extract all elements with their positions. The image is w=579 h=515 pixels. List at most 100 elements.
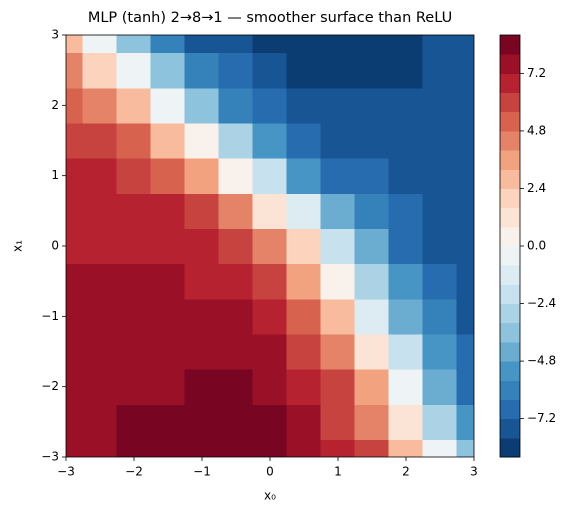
contour-cell [422,368,458,405]
contour-cell [320,192,356,229]
contour-cell [184,227,220,265]
contour-cell [82,157,118,194]
contour-cell [150,333,186,370]
contour-cell [286,438,322,457]
contour-cell [116,227,152,265]
contour-cell [286,192,322,229]
contour-field [66,35,474,457]
contour-cell [286,122,322,159]
contour-cell [150,87,186,124]
contour-cell [184,403,220,440]
contour-cell [218,192,254,229]
contour-cell [320,438,356,457]
contour-cell [354,438,390,457]
contour-cell [320,403,356,440]
contour-cell [184,368,220,405]
contour-cell [354,52,390,89]
colorbar-band [500,226,520,247]
colorbar-band [500,111,520,132]
contour-cell [116,438,152,457]
contour-cell [150,263,186,300]
contour-cell [456,403,474,440]
y-tick-label: −2 [41,379,59,393]
contour-cell [218,298,254,335]
contour-cell [252,192,288,229]
contour-cell [388,438,424,457]
contour-cell [150,298,186,335]
contour-cell [388,227,424,265]
contour-cell [320,368,356,405]
contour-cell [456,368,474,405]
colorbar-band [500,380,520,400]
contour-cell [184,333,220,370]
contour-cell [422,87,458,124]
contour-cell [252,157,288,194]
contour-cell [150,52,186,89]
contour-cell [66,227,84,265]
colorbar-tick-label: −7.2 [527,411,556,425]
contour-cell [218,368,254,405]
contour-cell [286,333,322,370]
contour-cell [184,87,220,124]
contour-cell [116,35,152,54]
contour-cell [252,52,288,89]
colorbar-band [500,35,520,55]
contour-cell [150,438,186,457]
contour-cell [286,157,322,194]
contour-cell [116,298,152,335]
contour-cell [388,122,424,159]
contour-cell [286,263,322,300]
colorbar-band [500,73,520,94]
contour-cell [286,368,322,405]
contour-cell [218,333,254,370]
contour-cell [422,227,458,265]
contour-cell [354,263,390,300]
contour-cell [286,403,322,440]
contour-cell [82,227,118,265]
x-tick-label: 1 [334,465,342,479]
contour-cell [388,192,424,229]
contour-cell [354,227,390,265]
colorbar-band [500,207,520,228]
contour-cell [286,52,322,89]
y-tick-label: 0 [51,239,59,253]
contour-cell [388,333,424,370]
contour-cell [354,87,390,124]
colorbar-band [500,399,520,420]
x-tick-label: −2 [125,465,143,479]
colorbar-band [500,437,520,458]
contour-cell [252,122,288,159]
contour-cell [66,438,84,457]
contour-cell [82,298,118,335]
contour-cell [218,227,254,265]
colorbar-band [500,169,520,189]
contour-cell [116,403,152,440]
contour-cell [66,157,84,194]
contour-cell [422,333,458,370]
contour-cell [252,87,288,124]
colorbar-band [500,150,520,170]
contour-cell [66,87,84,124]
colorbar-band [500,92,520,113]
contour-cell [456,52,474,89]
chart-title: MLP (tanh) 2→8→1 — smoother surface than… [88,10,452,26]
colorbar-band [500,322,520,343]
colorbar-tick-label: −4.8 [527,354,556,368]
contour-cell [82,87,118,124]
contour-cell [422,192,458,229]
contour-cell [388,263,424,300]
contour-cell [82,368,118,405]
contour-cell [150,368,186,405]
contour-cell [456,227,474,265]
contour-cell [456,438,474,457]
contour-cell [116,333,152,370]
contour-cell [184,35,220,54]
colorbar-band [500,246,520,266]
colorbar-band [500,284,520,305]
contour-cell [82,438,118,457]
contour-cell [82,35,118,54]
contour-cell [354,35,390,54]
contour-cell [218,87,254,124]
